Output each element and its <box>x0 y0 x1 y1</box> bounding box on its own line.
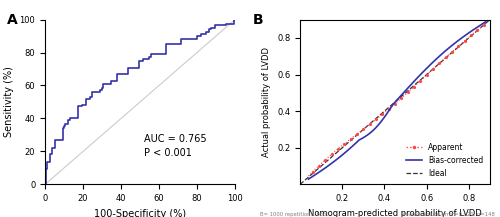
Text: AUC = 0.765: AUC = 0.765 <box>144 134 206 144</box>
Text: Mean absolute error=0.021, n=148: Mean absolute error=0.021, n=148 <box>401 212 495 217</box>
Legend: Apparent, Bias-corrected, Ideal: Apparent, Bias-corrected, Ideal <box>404 140 486 181</box>
Text: B= 1000 repetitions, boot: B= 1000 repetitions, boot <box>260 212 328 217</box>
Text: P < 0.001: P < 0.001 <box>144 148 192 158</box>
Text: A: A <box>7 13 18 27</box>
Y-axis label: Actual probability of LVDD: Actual probability of LVDD <box>262 47 272 157</box>
X-axis label: 100-Specificity (%): 100-Specificity (%) <box>94 209 186 217</box>
X-axis label: Nomogram-predicted probability of LVDD: Nomogram-predicted probability of LVDD <box>308 209 482 217</box>
Text: B: B <box>252 13 263 27</box>
Y-axis label: Sensitivity (%): Sensitivity (%) <box>4 67 14 137</box>
